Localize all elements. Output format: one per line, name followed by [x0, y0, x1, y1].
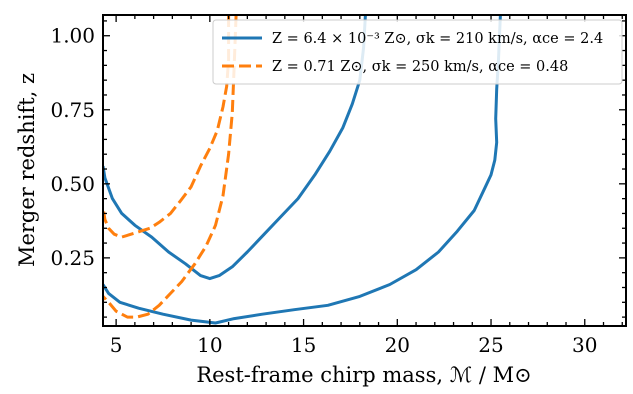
y-tick-label: 0.50: [50, 172, 95, 196]
x-tick-label: 15: [291, 333, 316, 357]
ticks-layer: 5 10 15 20 25 30 0.25 0.50 0.75 1.00: [50, 15, 626, 357]
y-tick-label: 0.25: [50, 246, 95, 270]
legend-label-series-1: Z = 6.4 × 10⁻³ Z⊙, σk = 210 km/s, αce = …: [272, 31, 603, 47]
x-tick-label: 30: [572, 333, 597, 357]
plot-frame: [102, 14, 627, 327]
series-2-curve-2: [103, 15, 238, 319]
curves-layer: [103, 15, 502, 325]
legend-box: [212, 19, 623, 85]
y-tick-label: 0.75: [50, 98, 95, 122]
x-tick-label: 10: [197, 333, 222, 357]
x-tick-label: 20: [385, 333, 410, 357]
series-1-curve-2: [103, 15, 502, 325]
y-tick-label: 1.00: [50, 24, 95, 48]
y-axis-label: Merger redshift, z: [15, 73, 39, 267]
x-tick-label: 5: [110, 333, 123, 357]
x-tick-label: 25: [478, 333, 503, 357]
x-axis-label: Rest-frame chirp mass, ℳ / M⊙: [196, 363, 531, 387]
series-1-curve-1: [103, 15, 367, 281]
legend: Z = 6.4 × 10⁻³ Z⊙, σk = 210 km/s, αce = …: [212, 19, 623, 85]
legend-label-series-2: Z = 0.71 Z⊙, σk = 250 km/s, αce = 0.48: [272, 59, 568, 75]
series-2-curve-1: [103, 15, 231, 239]
